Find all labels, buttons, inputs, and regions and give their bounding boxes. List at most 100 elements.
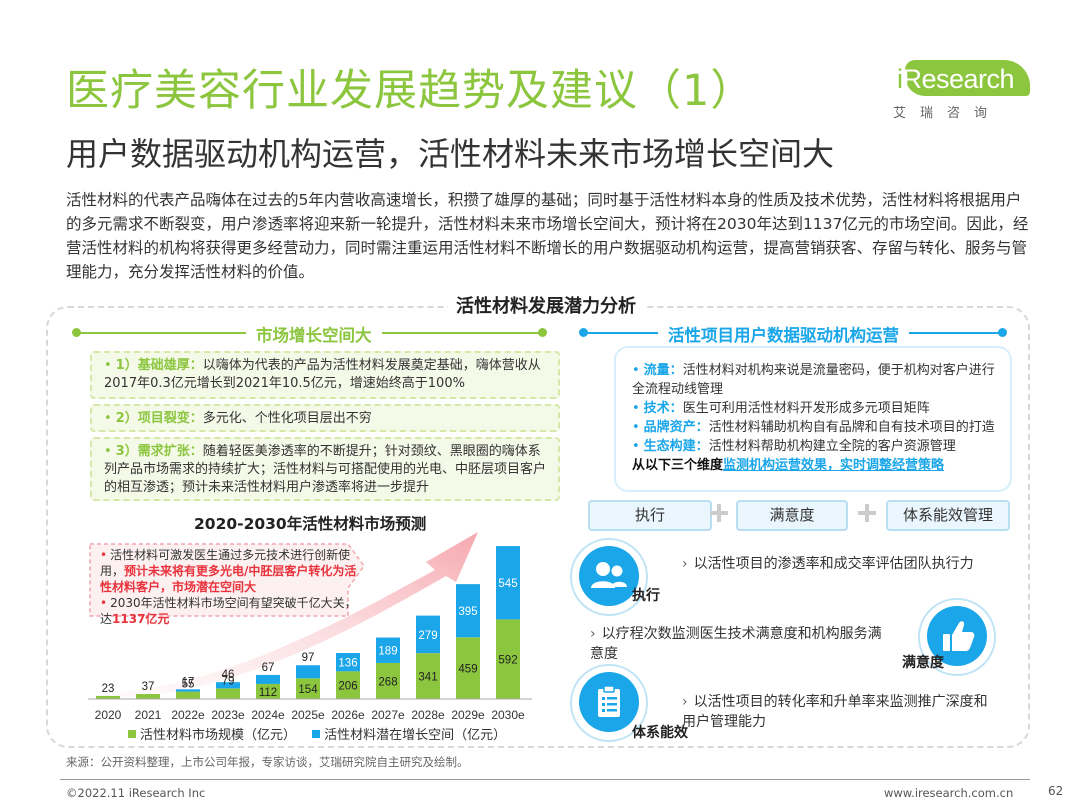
caption-system-efficiency: 体系能效: [632, 725, 688, 741]
pill-system-efficiency: 体系能效管理: [886, 500, 1010, 531]
logo-subtitle: 艾瑞咨询: [893, 106, 1002, 121]
team-icon-ring: [570, 538, 648, 616]
x-tick-label: 2028e: [411, 708, 445, 722]
website-link[interactable]: www.iresearch.com.cn: [884, 786, 1014, 800]
bar-potential-growth: [216, 682, 240, 689]
x-tick-label: 2020: [95, 708, 122, 722]
right-item: • 品牌资产：活性材料辅助机构自有品牌和自有技术项目的打造: [632, 420, 995, 435]
bar-label-market-size: 55: [182, 679, 195, 691]
bar-label-potential-growth: 46: [222, 669, 235, 681]
x-tick-label: 2025e: [291, 708, 325, 722]
bar-potential-growth: [416, 615, 440, 654]
bar-potential-growth: [376, 637, 400, 663]
x-axis-labels: 2020 2021 2022e 2023e 2024e 2025e 2026e 2027e 20…: [95, 708, 525, 722]
bar-market-size: [136, 694, 160, 699]
caption-satisfaction: 满意度: [902, 655, 944, 671]
bar-label-potential-growth: 136: [338, 658, 357, 670]
x-tick-label: 2021: [135, 708, 162, 722]
bar-market-size: [216, 688, 240, 699]
bar-label-potential-growth: 395: [458, 606, 477, 618]
bar-label-potential-growth: 545: [498, 578, 517, 590]
bar-market-size: [336, 671, 360, 699]
bar-label-potential-growth: 17: [182, 676, 195, 688]
intro-paragraph: 活性材料的代表产品嗨体在过去的5年内营收高速增长，积攒了雄厚的基础；同时基于活性…: [66, 191, 1029, 281]
callout-line-1: • 活性材料可激发医生通过多元技术进行创新使用，预计未来将有更多光电/中胚层客户转…: [100, 548, 357, 594]
left-item-label: 1）基础雄厚：: [115, 358, 203, 373]
bar-market-size: [296, 678, 320, 699]
left-item-label: 2）项目裂变：: [115, 411, 203, 426]
left-item-text: 多元化、个性化项目层出不穷: [202, 411, 372, 426]
bar-label-market-size: 154: [298, 684, 318, 696]
callout-box: [89, 543, 365, 617]
bar-market-size: [96, 695, 120, 699]
legend-potential-growth: 活性材料潜在增长空间（亿元）: [324, 728, 507, 743]
right-heading-dot: [998, 328, 1007, 337]
point-execution: › 以活性项目的渗透率和成交率评估团队执行力: [682, 556, 974, 572]
bar-label-potential-growth: 189: [378, 646, 397, 658]
bar-potential-growth: [456, 584, 480, 638]
left-item-1: • 1）基础雄厚：以嗨体为代表的产品为活性材料发展奠定基础，嗨体营收从2017年0…: [90, 351, 560, 399]
right-item: • 流量：活性材料对机构来说是流量密码，便于机构对客户进行全流程动线管理: [632, 363, 995, 397]
clipboard-icon: [579, 672, 639, 732]
plus-icon: [710, 504, 728, 522]
right-drivers-box: • 流量：活性材料对机构来说是流量密码，便于机构对客户进行全流程动线管理 • 技术：…: [614, 346, 1012, 492]
bar-label-market-size: 23: [102, 683, 115, 695]
bar-market-size: [456, 637, 480, 699]
page-title: 医疗美容行业发展趋势及建议（1）: [66, 66, 755, 116]
bar-potential-growth: [296, 665, 320, 679]
bar-market-size: [416, 653, 440, 699]
bar-potential-growth: [176, 689, 200, 692]
bar-label-market-size: 341: [418, 672, 437, 684]
caption-execution: 执行: [632, 588, 660, 604]
x-tick-label: 2022e: [171, 708, 205, 722]
copyright: ©2022.11 iResearch Inc: [66, 786, 206, 800]
chart-callout-text: • 活性材料可激发医生通过多元技术进行创新使用，预计未来将有更多光电/中胚层客户转…: [100, 547, 362, 627]
bar-market-size: [256, 683, 280, 699]
team-icon: [579, 546, 639, 606]
x-tick-label: 2030e: [491, 708, 525, 722]
x-tick-label: 2027e: [371, 708, 405, 722]
iresearch-logo: iResearch 艾瑞咨询: [893, 58, 1033, 121]
x-tick-label: 2024e: [251, 708, 285, 722]
bar-label-market-size: 79: [222, 675, 235, 687]
plus-icon: [858, 504, 876, 522]
left-item-text: 随着轻医美渗透率的不断提升；针对颈纹、黑眼圈的嗨体系列产品市场需求的持续扩大；活…: [104, 444, 547, 495]
bar-potential-growth: [336, 653, 360, 672]
left-heading-dot: [538, 328, 547, 337]
x-tick-label: 2029e: [451, 708, 485, 722]
thumbs-up-icon-ring: [918, 598, 996, 676]
bar-potential-growth: [496, 546, 520, 620]
x-tick-label: 2026e: [331, 708, 365, 722]
bar-market-size: [496, 619, 520, 699]
dimension-note: 从以下三个维度监测机构运营效果，实时调整经营策略: [632, 458, 945, 473]
thumbs-up-icon: [927, 606, 987, 666]
bar-label-market-size: 112: [259, 687, 277, 699]
clipboard-icon-ring: [570, 664, 648, 742]
source-note: 来源：公开资料整理，上市公司年报，专家访谈，艾瑞研究院自主研究及绘制。: [66, 755, 469, 769]
right-heading-dot: [579, 328, 588, 337]
x-tick-label: 2023e: [211, 708, 245, 722]
bar-label-market-size: 37: [142, 681, 155, 693]
bar-market-size: [176, 691, 200, 699]
right-item: • 生态构建：活性材料帮助机构建立全院的客户资源管理: [632, 439, 956, 454]
bar-market-size: [376, 662, 400, 699]
bar-label-potential-growth: 97: [302, 652, 315, 664]
right-item: • 技术：医生可利用活性材料开发形成多元项目矩阵: [632, 401, 930, 416]
panel-title: 活性材料发展潜力分析: [448, 292, 644, 318]
point-satisfaction: › 以疗程次数监测医生技术满意度和机构服务满意度: [590, 626, 882, 662]
chart-title: 2020-2030年活性材料市场预测: [194, 515, 427, 533]
bar-label-market-size: 268: [378, 676, 397, 688]
bar-label-market-size: 592: [498, 655, 517, 667]
right-section-heading: 活性项目用户数据驱动机构运营: [658, 322, 909, 346]
logo-wordmark: iResearch: [897, 64, 1015, 94]
bar-label-potential-growth: 279: [418, 630, 437, 642]
bar-label-market-size: 206: [338, 681, 357, 693]
chart-legend: 活性材料市场规模（亿元） 活性材料潜在增长空间（亿元）: [128, 724, 506, 743]
left-heading-dot: [72, 328, 81, 337]
bar-label-potential-growth: 67: [262, 662, 275, 674]
bar-label-market-size: 459: [458, 664, 477, 676]
point-system-efficiency: › 以活性项目的转化率和升单率来监测推广深度和用户管理能力: [682, 694, 988, 730]
legend-market-size: 活性材料市场规模（亿元）: [140, 728, 297, 743]
